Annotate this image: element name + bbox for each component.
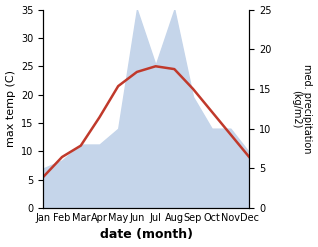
- Y-axis label: max temp (C): max temp (C): [5, 70, 16, 147]
- Y-axis label: med. precipitation
(kg/m2): med. precipitation (kg/m2): [291, 64, 313, 154]
- X-axis label: date (month): date (month): [100, 228, 193, 242]
